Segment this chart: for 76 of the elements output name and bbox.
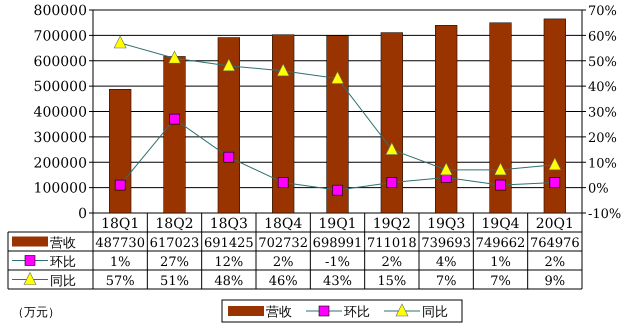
data-label: 691425	[204, 236, 254, 251]
point	[278, 177, 288, 188]
x-tick-label: 20Q1	[536, 216, 574, 232]
y-tick-label: 600000	[34, 54, 87, 70]
data-label: 1%	[490, 255, 511, 270]
data-label: 12%	[214, 255, 244, 270]
data-label: 1%	[110, 255, 130, 270]
point	[169, 114, 180, 124]
point	[386, 142, 398, 155]
y-tick-label: 400000	[34, 104, 87, 120]
point	[114, 180, 126, 190]
y-tick-label: 200000	[34, 155, 87, 172]
point	[440, 162, 452, 176]
data-label: 57%	[106, 274, 135, 289]
data-label: 43%	[323, 274, 352, 289]
data-label: 698991	[312, 236, 362, 251]
data-label: 7%	[490, 274, 511, 289]
y-tick-label: 100000	[34, 180, 87, 197]
data-label: 15%	[377, 274, 406, 289]
y2-tick-label: -10%	[588, 207, 622, 222]
y-tick-label: 700000	[34, 28, 87, 44]
data-label: 4%	[436, 255, 456, 270]
data-label: 487730	[95, 236, 145, 251]
x-tick-label: 18Q2	[155, 216, 194, 232]
data-label: 2%	[382, 255, 402, 270]
point	[331, 71, 344, 84]
legend: 营收 环比 同比	[222, 300, 462, 322]
data-label: -1%	[324, 255, 350, 270]
data-label: 749662	[476, 236, 526, 251]
x-tick-label: 19Q2	[372, 216, 411, 232]
y2-tick-label: 20%	[588, 130, 617, 146]
x-tick-label: 19Q4	[481, 216, 520, 232]
data-label: 51%	[160, 274, 189, 289]
data-label: 2%	[272, 255, 294, 270]
point	[548, 157, 562, 170]
point	[495, 180, 506, 190]
point	[386, 177, 398, 188]
point	[550, 177, 560, 188]
y-tick-label: 300000	[34, 130, 87, 146]
y2-tick-label: 50%	[588, 54, 617, 70]
x-tick-label: 18Q3	[210, 216, 248, 232]
y2-tick-label: 70%	[588, 4, 617, 19]
data-label: 711018	[367, 236, 417, 251]
y2-tick-label: 40%	[588, 80, 617, 96]
point	[332, 184, 343, 196]
x-tick-label: 18Q1	[101, 216, 140, 232]
y2-tick-label: 60%	[588, 29, 617, 44]
text: （万元）	[12, 305, 60, 319]
data-label: 2%	[544, 255, 566, 270]
y2-tick-label: 10%	[588, 156, 617, 172]
data-label: 9%	[544, 274, 566, 289]
legend-label: 环比	[50, 255, 76, 270]
legend-label: 营收	[50, 236, 76, 251]
data-label: 702732	[258, 236, 308, 251]
point	[168, 50, 181, 64]
data-label: 7%	[436, 274, 456, 289]
point	[276, 64, 290, 76]
point	[222, 58, 236, 72]
y-tick-label: 800000	[34, 3, 87, 19]
legend-label: 同比	[50, 274, 76, 289]
data-label: 27%	[160, 255, 189, 270]
data-label: 739693	[421, 236, 471, 251]
data-label: 617023	[150, 236, 200, 251]
y2-tick-label: 30%	[588, 106, 617, 120]
x-tick-label: 19Q1	[318, 216, 357, 232]
y2-tick-label: 0%	[588, 182, 609, 197]
point	[224, 152, 234, 162]
y-tick-label: 0	[78, 206, 87, 222]
point	[494, 162, 507, 176]
x-tick-label: 19Q3	[427, 216, 466, 232]
data-label: 46%	[268, 274, 298, 289]
point	[114, 36, 126, 48]
x-tick-label: 18Q4	[264, 216, 302, 232]
data-label: 48%	[214, 274, 244, 289]
y-tick-label: 500000	[34, 79, 87, 96]
data-label: 764976	[530, 236, 580, 251]
